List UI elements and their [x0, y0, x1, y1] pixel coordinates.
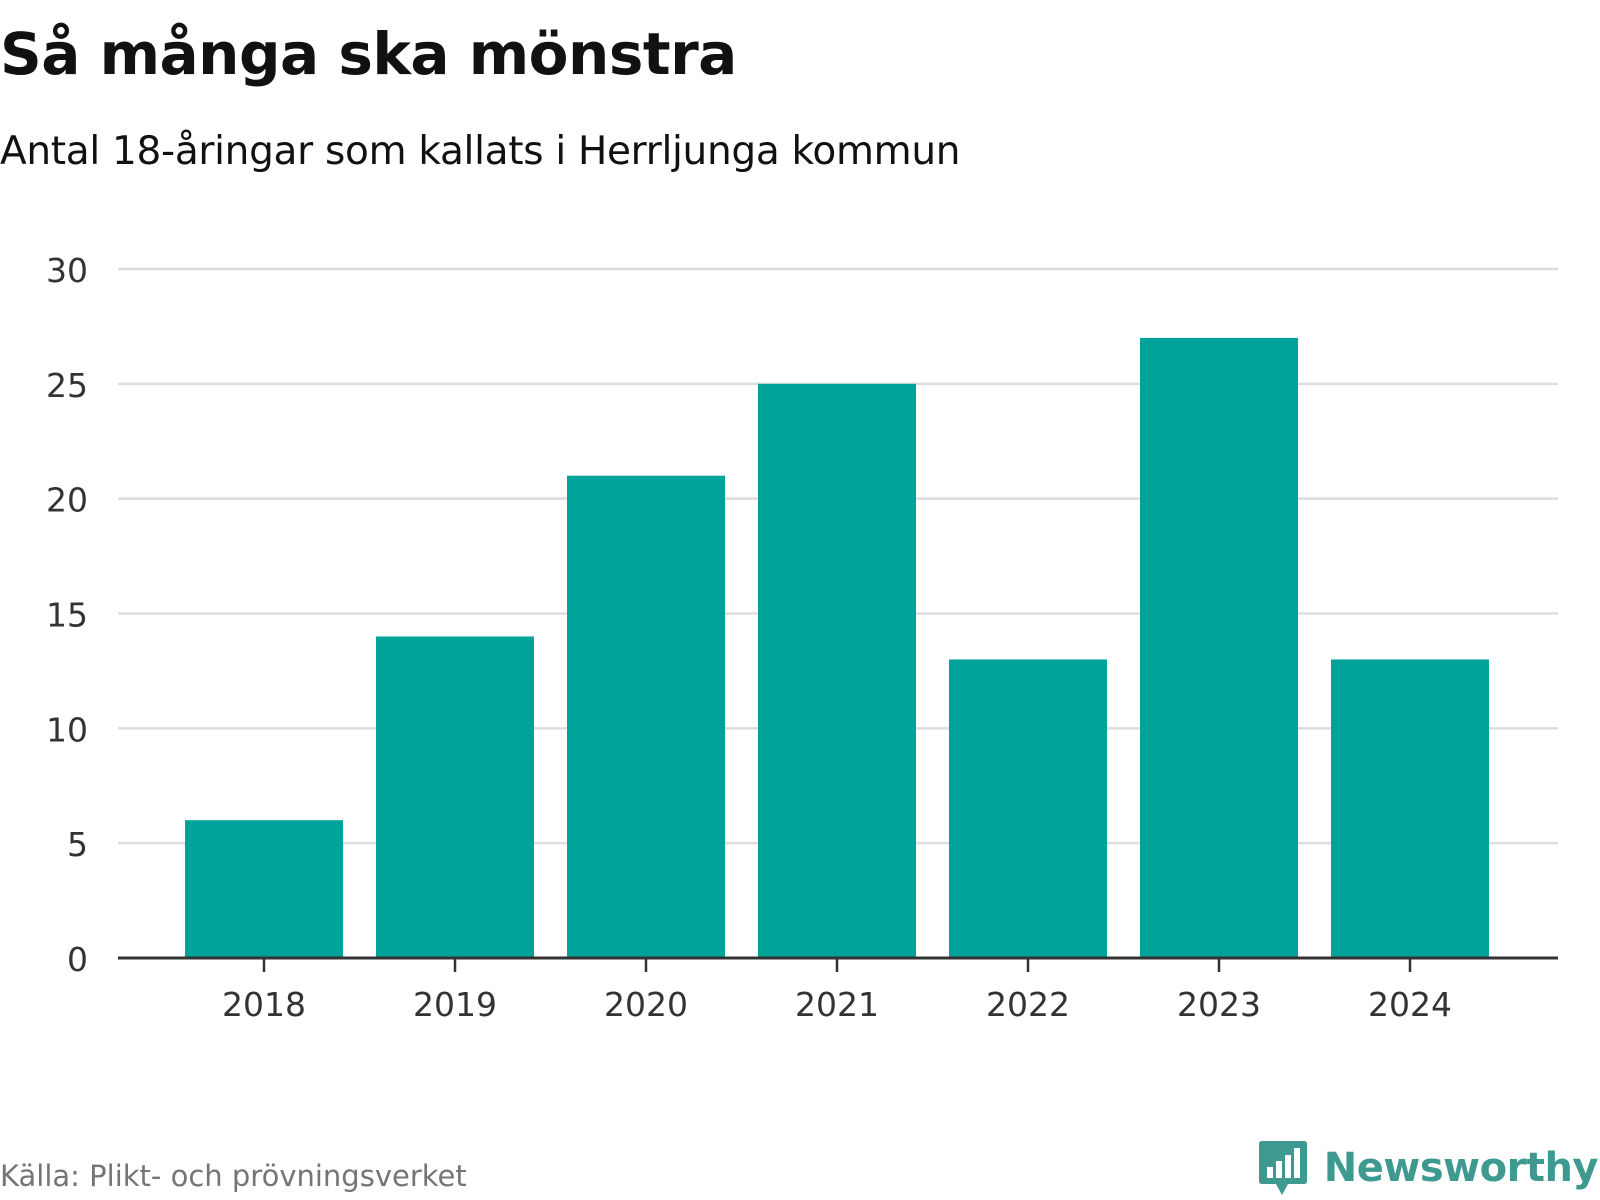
chart-subtitle: Antal 18-åringar som kallats i Herrljung… [0, 129, 961, 174]
chat-bubble-bar-chart-icon [1258, 1141, 1307, 1195]
x-tick-label-2021: 2021 [795, 985, 879, 1024]
y-tick-label-25: 25 [46, 366, 88, 405]
bar-2024 [1331, 659, 1489, 958]
y-tick-label-5: 5 [67, 825, 88, 864]
y-tick-label-10: 10 [46, 710, 88, 749]
brand-logo: Newsworthy [1258, 1138, 1599, 1198]
chart-title: Så många ska mönstra [0, 20, 737, 88]
y-tick-label-0: 0 [67, 940, 88, 979]
x-tick-label-2020: 2020 [604, 985, 688, 1024]
x-tick-label-2018: 2018 [222, 985, 306, 1024]
x-tick-label-2024: 2024 [1368, 985, 1452, 1024]
x-tick-label-2022: 2022 [986, 985, 1070, 1024]
y-tick-label-15: 15 [46, 596, 88, 635]
brand-name: Newsworthy [1323, 1145, 1599, 1191]
bar-2018 [185, 820, 343, 958]
bar-2021 [758, 383, 916, 958]
y-tick-label-30: 30 [46, 251, 88, 290]
y-tick-label-20: 20 [46, 481, 88, 520]
x-tick-label-2019: 2019 [413, 985, 497, 1024]
bar-2023 [1140, 337, 1298, 958]
x-tick-label-2023: 2023 [1177, 985, 1261, 1024]
bar-chart: 0 5 10 15 20 25 30 2018 2019 2020 2021 2022 2023 2024 [46, 251, 1558, 1024]
bar-2020 [567, 475, 725, 958]
bar-2022 [949, 659, 1107, 958]
bar-2019 [376, 636, 534, 958]
source-note: Källa: Plikt- och prövningsverket [0, 1159, 467, 1193]
